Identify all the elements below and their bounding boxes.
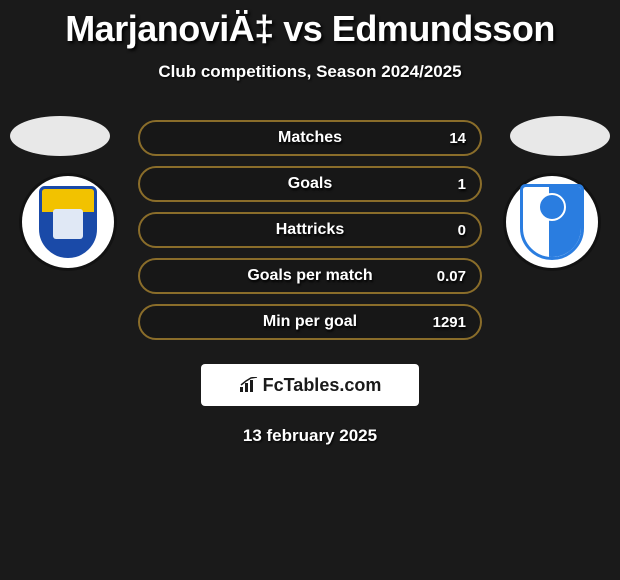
stat-row-matches: Matches 14 bbox=[138, 120, 482, 156]
player-avatar-right bbox=[510, 116, 610, 156]
shield-icon bbox=[520, 184, 584, 260]
page-title: MarjanoviÄ‡ vs Edmundsson bbox=[0, 0, 620, 50]
stats-list: Matches 14 Goals 1 Hattricks 0 Goals per… bbox=[138, 120, 482, 350]
stat-row-goals: Goals 1 bbox=[138, 166, 482, 202]
stat-label: Min per goal bbox=[263, 313, 357, 331]
stat-value-right: 1 bbox=[458, 176, 466, 193]
stat-label: Hattricks bbox=[276, 221, 344, 239]
player-avatar-left bbox=[10, 116, 110, 156]
stat-label: Matches bbox=[278, 129, 342, 147]
stat-label: Goals bbox=[288, 175, 332, 193]
shield-icon bbox=[39, 186, 97, 258]
stat-row-hattricks: Hattricks 0 bbox=[138, 212, 482, 248]
brand-text: FcTables.com bbox=[263, 375, 382, 396]
stat-value-right: 0.07 bbox=[437, 268, 466, 285]
stat-value-right: 1291 bbox=[433, 314, 466, 331]
stat-value-right: 0 bbox=[458, 222, 466, 239]
club-logo-left bbox=[22, 176, 114, 268]
date-label: 13 february 2025 bbox=[0, 426, 620, 446]
stat-row-goals-per-match: Goals per match 0.07 bbox=[138, 258, 482, 294]
subtitle: Club competitions, Season 2024/2025 bbox=[0, 62, 620, 82]
club-logo-right bbox=[506, 176, 598, 268]
stat-value-right: 14 bbox=[449, 130, 466, 147]
stat-label: Goals per match bbox=[247, 267, 372, 285]
brand-badge[interactable]: FcTables.com bbox=[201, 364, 419, 406]
bar-chart-icon bbox=[239, 377, 259, 393]
stat-row-min-per-goal: Min per goal 1291 bbox=[138, 304, 482, 340]
comparison-area: Matches 14 Goals 1 Hattricks 0 Goals per… bbox=[0, 120, 620, 350]
